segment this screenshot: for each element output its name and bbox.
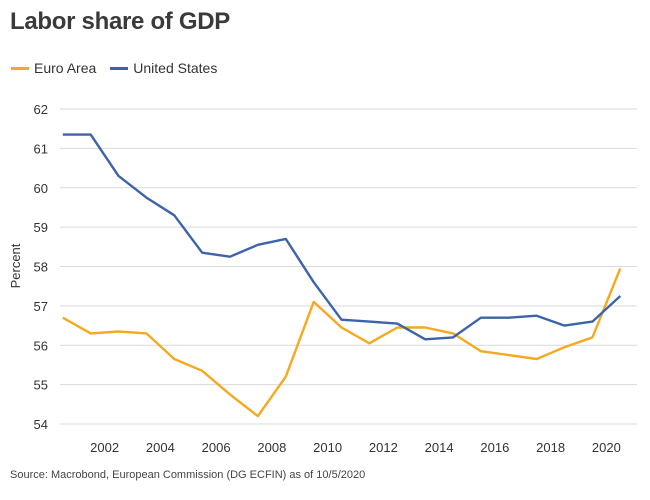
series-lines xyxy=(62,133,622,418)
x-tick-label: 2012 xyxy=(369,440,398,455)
y-tick-label: 60 xyxy=(34,181,48,196)
y-tick-label: 62 xyxy=(34,102,48,117)
x-tick-label: 2016 xyxy=(480,440,509,455)
legend-swatch-united-states xyxy=(110,66,129,70)
x-axis-ticks: 2002 2004 2006 2008 2010 2012 2014 2016 2018 2020 xyxy=(90,440,621,455)
y-tick-label: 57 xyxy=(34,299,48,314)
y-axis-label: Percent xyxy=(8,243,23,288)
y-tick-label: 61 xyxy=(34,141,48,156)
legend-label-euro-area: Euro Area xyxy=(34,60,97,76)
legend-item-euro-area: Euro Area xyxy=(11,60,96,76)
x-tick-label: 2008 xyxy=(257,440,286,455)
y-tick-label: 55 xyxy=(34,378,48,393)
x-tick-label: 2002 xyxy=(90,440,119,455)
gridlines xyxy=(60,108,637,425)
y-axis-ticks: 54 55 56 57 58 59 60 61 62 xyxy=(34,102,48,432)
x-tick-label: 2006 xyxy=(202,440,231,455)
y-tick-label: 54 xyxy=(34,417,48,432)
x-tick-label: 2020 xyxy=(592,440,621,455)
legend: Euro Area United States xyxy=(11,60,231,76)
legend-item-united-states: United States xyxy=(110,60,217,76)
legend-swatch-euro-area xyxy=(11,66,29,70)
x-tick-label: 2004 xyxy=(146,440,175,455)
series-line-euro-area xyxy=(62,268,622,418)
legend-label-united-states: United States xyxy=(133,60,218,76)
y-tick-label: 58 xyxy=(34,260,48,275)
x-tick-label: 2014 xyxy=(425,440,454,455)
y-tick-label: 59 xyxy=(34,220,48,235)
x-tick-label: 2010 xyxy=(313,440,342,455)
source-note: Source: Macrobond, European Commission (… xyxy=(10,469,366,481)
chart-title: Labor share of GDP xyxy=(10,8,230,35)
x-tick-label: 2018 xyxy=(536,440,565,455)
y-tick-label: 56 xyxy=(34,338,48,353)
series-line-united-states xyxy=(62,133,622,341)
